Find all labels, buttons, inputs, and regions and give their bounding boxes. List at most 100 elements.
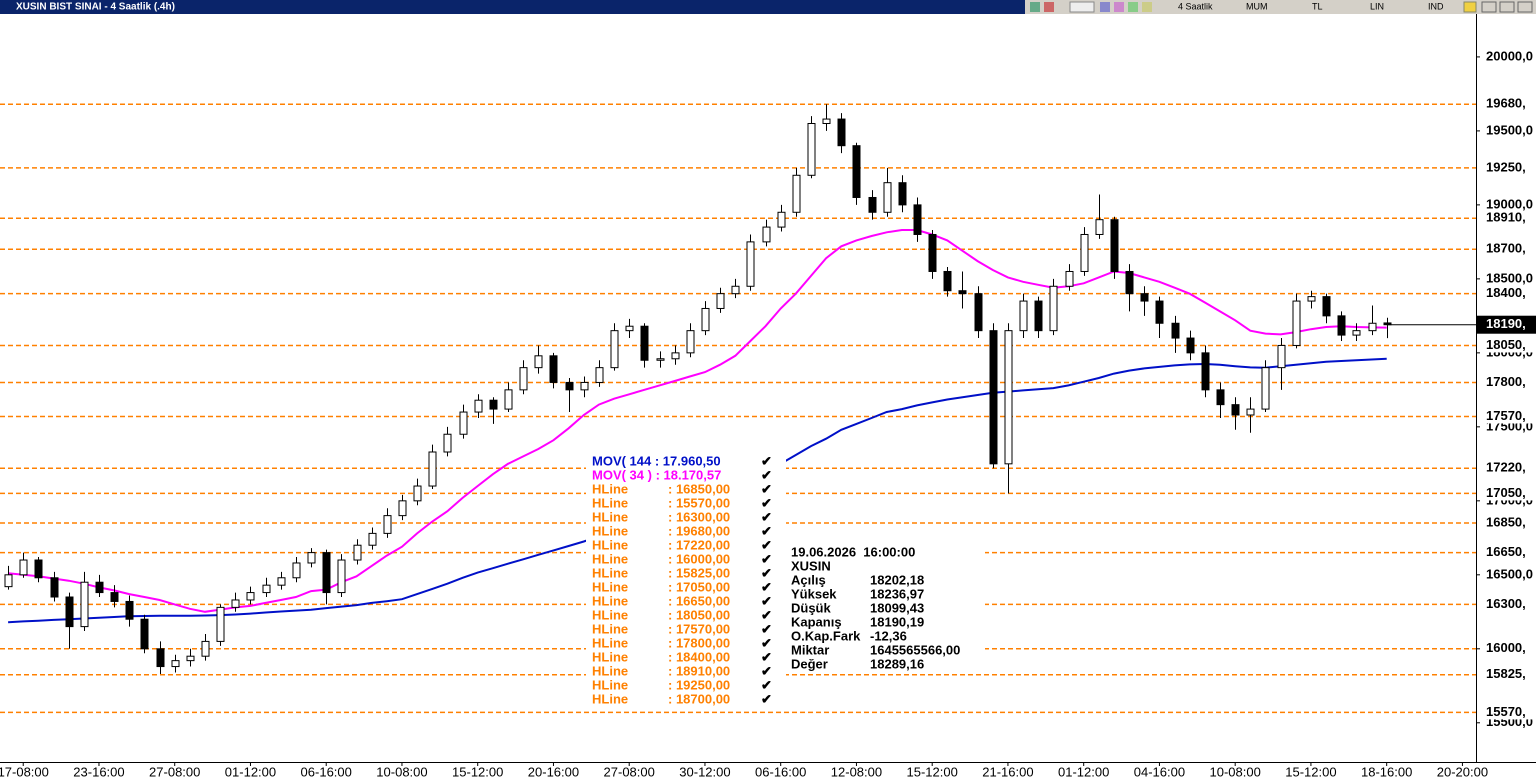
axis-label-background [1480, 705, 1536, 720]
x-tick-label: 30-12:00 [679, 764, 730, 779]
candle-body [686, 330, 695, 354]
minimize-button[interactable] [1481, 1, 1497, 13]
x-tick-label: 01-12:00 [225, 764, 276, 779]
info-symbol: XUSIN [791, 558, 831, 573]
legend-background [586, 454, 786, 708]
x-tick-label: 23-16:00 [73, 764, 124, 779]
hline-axis-label: 15570, [1486, 704, 1526, 719]
y-tick-label: 19000,0 [1486, 196, 1533, 211]
legend-value: : 18050,00 [668, 607, 730, 622]
candle-body [398, 500, 407, 517]
candle-body [443, 433, 452, 453]
axis-label-background [1480, 286, 1536, 301]
toolbar-item[interactable]: 4 Saatlik [1178, 1, 1213, 11]
hline-axis-label: 18910, [1486, 210, 1526, 225]
toolbar-item[interactable]: TL [1312, 1, 1323, 11]
tool-icon[interactable] [1030, 2, 1040, 12]
candle-body [1171, 322, 1180, 339]
candle-body [504, 389, 513, 410]
candle-body [777, 211, 786, 228]
candle-body [549, 355, 558, 383]
legend-entry: MOV( 144 : 17.960,50 [592, 453, 721, 468]
window-controls [1481, 1, 1533, 13]
legend-check: ✔ [761, 607, 772, 622]
candle-body [1110, 219, 1119, 272]
tool-icon[interactable] [1114, 2, 1124, 12]
candle-body [595, 367, 604, 383]
legend-entry: HLine [592, 481, 628, 496]
legend-value: : 15825,00 [668, 565, 730, 580]
legend-value: : 18700,00 [668, 691, 730, 706]
info-value: 18236,97 [870, 586, 924, 601]
tool-icon[interactable] [1069, 1, 1095, 13]
candle-body [1049, 285, 1058, 332]
x-tick-label: 10-08:00 [1210, 764, 1261, 779]
candle-body [125, 600, 134, 620]
axis-label-background [1480, 211, 1536, 226]
legend-entry: HLine [592, 621, 628, 636]
close-button[interactable] [1517, 1, 1533, 13]
info-label: O.Kap.Fark [791, 628, 861, 643]
tool-icon[interactable] [1128, 2, 1138, 12]
candle-body [1277, 344, 1286, 369]
candle-body [1246, 408, 1255, 416]
candle-body [1004, 330, 1013, 465]
legend-entry: HLine [592, 593, 628, 608]
candle-body [610, 330, 619, 369]
legend-value: : 18910,00 [668, 663, 730, 678]
tool-icon[interactable] [1142, 2, 1152, 12]
hline-axis-label: 19250, [1486, 159, 1526, 174]
candle-body [1140, 293, 1149, 302]
candle-body [731, 285, 740, 295]
candle-body [1186, 337, 1195, 354]
legend-check: ✔ [761, 523, 772, 538]
candle-body [1292, 300, 1301, 346]
axis-label-background [1480, 597, 1536, 612]
toolbar-item[interactable]: IND [1428, 1, 1444, 11]
legend-entry: HLine [592, 635, 628, 650]
candle-body [534, 355, 543, 369]
axis-label-background [1480, 338, 1536, 353]
legend-entry: HLine [592, 537, 628, 552]
tool-icon[interactable] [1044, 2, 1054, 12]
candle-body [1201, 352, 1210, 391]
legend-entry: HLine [592, 579, 628, 594]
info-label: Değer [791, 656, 828, 671]
candle-body [216, 606, 225, 642]
legend-entry: HLine [592, 677, 628, 692]
candle-body [140, 618, 149, 650]
legend-value: : 18400,00 [668, 649, 730, 664]
axis-label-background [1480, 486, 1536, 501]
tool-icon[interactable] [1100, 2, 1110, 12]
candle-body [1034, 300, 1043, 332]
info-value: 18289,16 [870, 656, 924, 671]
candle-body [1261, 367, 1270, 410]
info-value: 18190,19 [870, 614, 924, 629]
tool-icon[interactable] [1463, 1, 1477, 13]
candle-body [489, 399, 498, 410]
toolbar-item[interactable]: MUM [1246, 1, 1268, 11]
info-label: Miktar [791, 642, 829, 657]
candle-body [156, 648, 165, 668]
candle-body [868, 196, 877, 213]
legend-entry: HLine [592, 649, 628, 664]
hline-axis-label: 19680, [1486, 96, 1526, 111]
x-tick-label: 20-20:00 [1437, 764, 1488, 779]
hline-axis-label: 16300, [1486, 596, 1526, 611]
info-background [786, 542, 985, 668]
axis-label-background [1480, 375, 1536, 390]
candle-body [656, 358, 665, 361]
candle-body [837, 118, 846, 147]
candle-body [625, 325, 634, 332]
candle-body [913, 204, 922, 235]
maximize-button[interactable] [1499, 1, 1515, 13]
candle-body [1125, 270, 1134, 295]
legend-entry: HLine [592, 523, 628, 538]
axis-label-background [1480, 242, 1536, 257]
toolbar-item[interactable]: LIN [1370, 1, 1384, 11]
x-tick-label: 06-16:00 [301, 764, 352, 779]
hline-axis-label: 18050, [1486, 337, 1526, 352]
y-tick-label: 20000,0 [1486, 48, 1533, 63]
candle-body [1080, 233, 1089, 272]
info-label: Yüksek [791, 586, 837, 601]
